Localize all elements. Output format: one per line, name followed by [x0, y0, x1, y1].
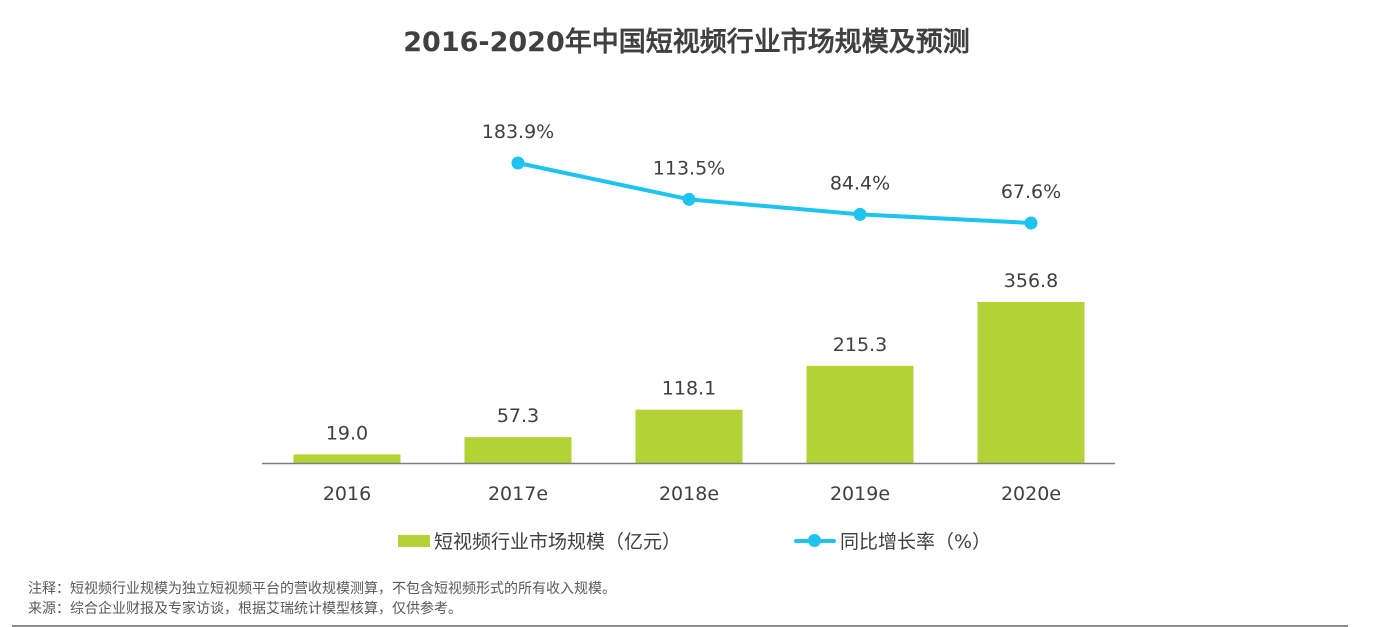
- x-tick-label-2018e: 2018e: [659, 483, 719, 505]
- legend-bar-swatch: [398, 534, 430, 547]
- bar-2019e: [806, 365, 914, 463]
- line-value-label-2017e: 183.9%: [482, 121, 554, 143]
- bottom-divider: [12, 625, 1348, 627]
- x-tick-label-2019e: 2019e: [830, 483, 890, 505]
- legend-line-swatch: [794, 533, 836, 547]
- legend-line-marker: [808, 533, 821, 547]
- bar-2020e: [977, 302, 1085, 463]
- line-point-2020e: [1024, 216, 1038, 230]
- bar-value-label-2020e: 356.8: [1004, 270, 1058, 292]
- line-value-label-2020e: 67.6%: [1001, 181, 1061, 203]
- legend-bar-label: 短视频行业市场规模（亿元）: [434, 531, 682, 553]
- legend-line-label: 同比增长率（%）: [840, 531, 992, 553]
- x-tick-label-2016: 2016: [323, 483, 371, 505]
- line-point-2019e: [853, 207, 867, 221]
- bar-value-label-2019e: 215.3: [833, 334, 887, 356]
- line-point-2018e: [682, 192, 696, 206]
- legend-item-bar: 短视频行业市场规模（亿元）: [398, 527, 681, 554]
- chart-title: 2016-2020年中国短视频行业市场规模及预测: [403, 27, 970, 58]
- footnote-note: 注释：短视频行业规模为独立短视频平台的营收规模测算，不包含短视频形式的所有收入规…: [28, 581, 616, 597]
- legend-item-line: 同比增长率（%）: [794, 527, 991, 554]
- x-tick-label-2017e: 2017e: [488, 483, 548, 505]
- bar-2017e: [464, 437, 572, 463]
- bar-value-label-2018e: 118.1: [662, 378, 716, 400]
- bar-2018e: [635, 409, 743, 463]
- bar-2016: [293, 454, 401, 463]
- growth-rate-line: [517, 161, 1032, 226]
- line-point-2017e: [511, 156, 525, 170]
- bar-value-label-2016: 19.0: [326, 422, 368, 444]
- footnote-source: 来源：综合企业财报及专家访谈，根据艾瑞统计模型核算，仅供参考。: [28, 601, 462, 617]
- line-value-label-2018e: 113.5%: [653, 157, 725, 179]
- line-value-label-2019e: 84.4%: [830, 172, 890, 194]
- x-tick-label-2020e: 2020e: [1001, 483, 1061, 505]
- bar-value-label-2017e: 57.3: [497, 405, 539, 427]
